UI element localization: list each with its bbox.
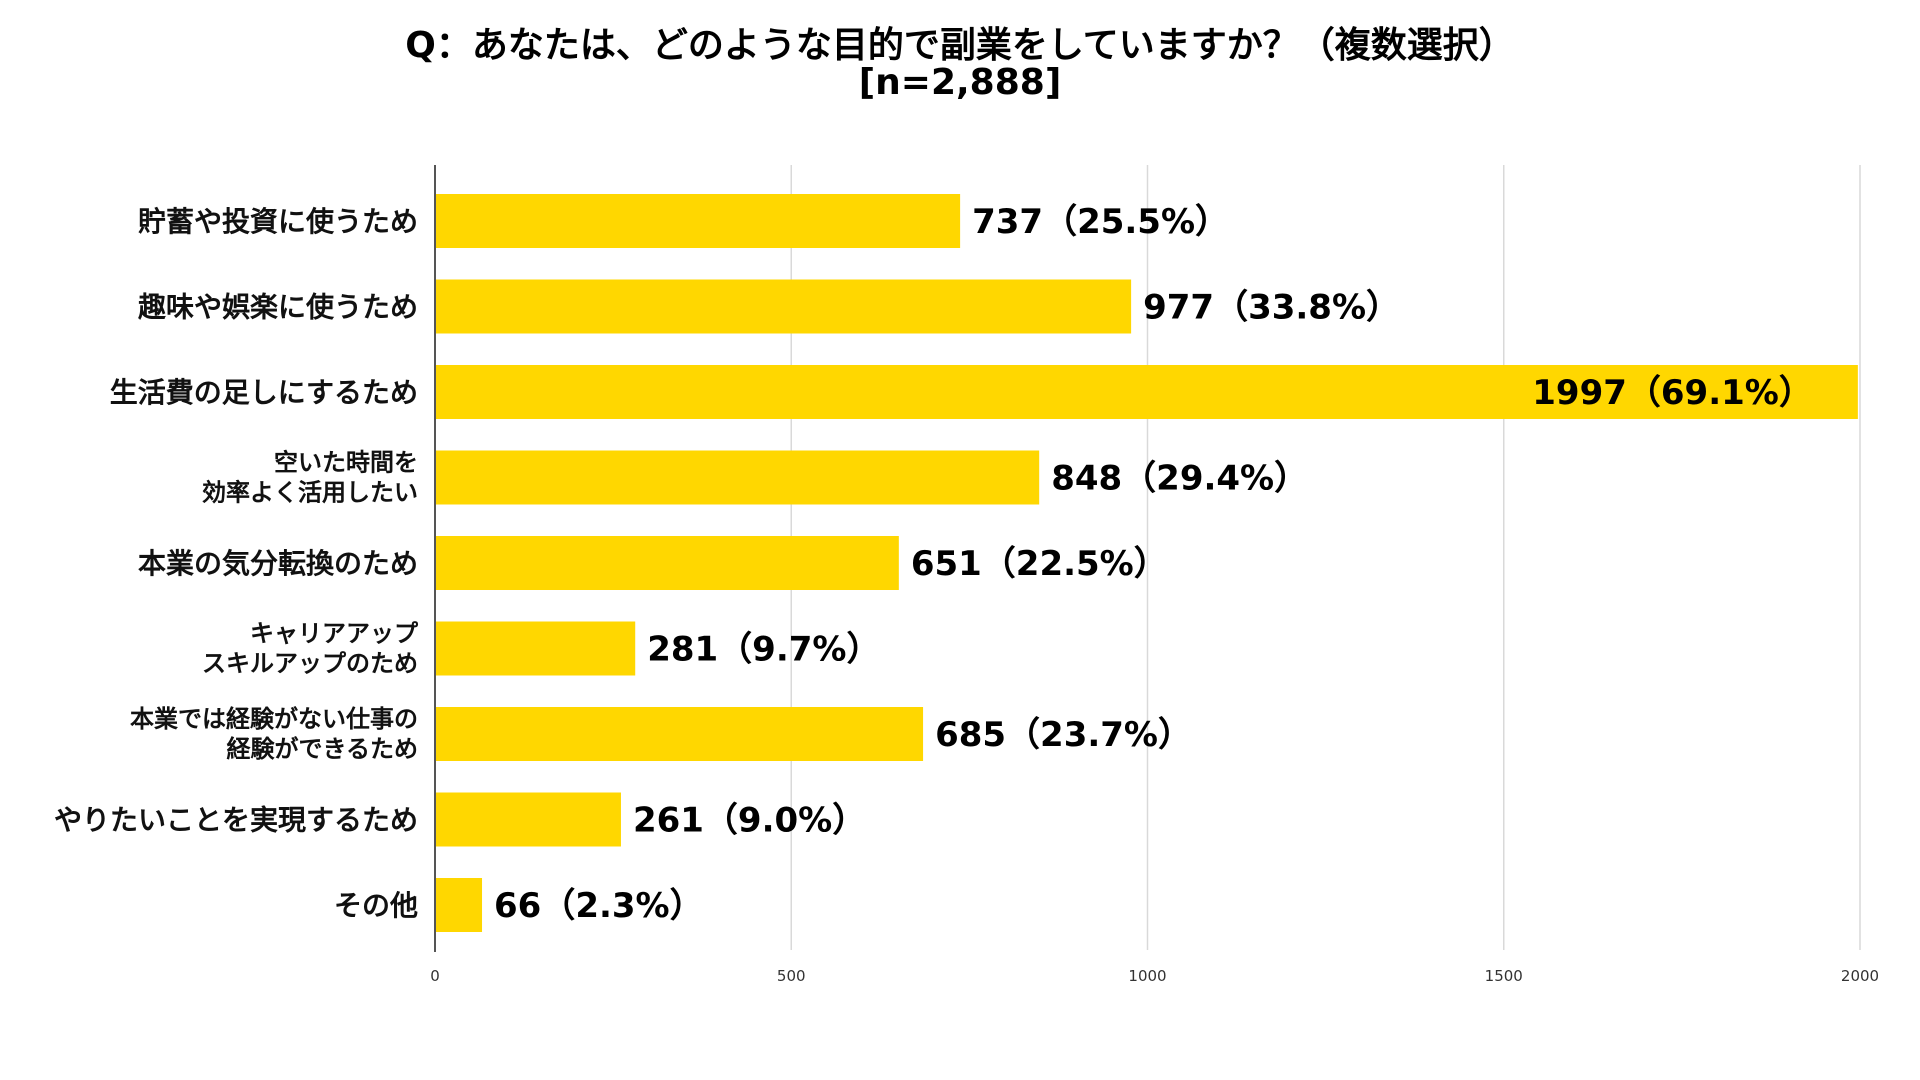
- bar: [435, 621, 636, 676]
- data-label: 977（33.8%）: [1143, 288, 1400, 328]
- category-label: 趣味や娯楽に使うため: [138, 291, 418, 324]
- chart-title: Q：あなたは、どのような目的で副業をしていますか？（複数選択）: [405, 25, 1515, 66]
- bar: [435, 792, 621, 847]
- bar: [435, 536, 899, 590]
- category-label: キャリアアップ: [250, 620, 419, 648]
- x-tick-label: 1500: [1485, 967, 1523, 985]
- x-tick-label: 2000: [1841, 967, 1879, 985]
- bar: [435, 279, 1132, 334]
- x-tick-label: 0: [430, 967, 440, 985]
- data-label: 1997（69.1%）: [1532, 373, 1813, 413]
- category-label: 経験ができるため: [226, 735, 418, 763]
- data-label: 737（25.5%）: [972, 202, 1229, 242]
- x-tick-label: 500: [777, 967, 806, 985]
- bar: [435, 707, 924, 761]
- bar: [435, 365, 1858, 419]
- bar: [435, 450, 1040, 505]
- category-label: その他: [334, 889, 418, 922]
- category-label: スキルアップのため: [202, 650, 418, 678]
- data-label: 66（2.3%）: [494, 886, 704, 926]
- data-label: 848（29.4%）: [1051, 459, 1308, 499]
- category-label: 空いた時間を: [274, 449, 418, 477]
- chart-subtitle: [n=2,888]: [858, 62, 1062, 103]
- category-label: 効率よく活用したい: [202, 479, 418, 507]
- category-label: 生活費の足しにするため: [110, 376, 418, 409]
- bar: [435, 194, 961, 248]
- data-label: 685（23.7%）: [935, 715, 1192, 755]
- category-label: やりたいことを実現するため: [54, 804, 418, 837]
- data-label: 651（22.5%）: [911, 544, 1168, 584]
- category-label: 貯蓄や投資に使うため: [138, 205, 418, 238]
- data-label: 281（9.7%）: [647, 630, 880, 670]
- data-label: 261（9.0%）: [633, 801, 866, 841]
- x-tick-label: 1000: [1128, 967, 1166, 985]
- bar: [435, 878, 483, 932]
- category-label: 本業の気分転換のため: [138, 547, 418, 580]
- category-label: 本業では経験がない仕事の: [130, 705, 418, 733]
